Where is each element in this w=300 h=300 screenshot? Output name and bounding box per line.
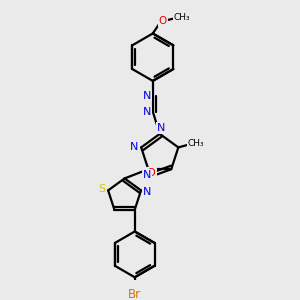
- Text: O: O: [158, 16, 167, 26]
- Text: O: O: [147, 167, 156, 178]
- Text: S: S: [98, 184, 106, 194]
- Text: N: N: [130, 142, 138, 152]
- Text: N: N: [143, 187, 151, 197]
- Text: N: N: [143, 170, 151, 180]
- Text: N: N: [157, 123, 165, 133]
- Text: Br: Br: [128, 288, 141, 300]
- Text: N: N: [142, 91, 151, 101]
- Text: N: N: [142, 106, 151, 117]
- Text: CH₃: CH₃: [174, 13, 190, 22]
- Text: CH₃: CH₃: [188, 139, 204, 148]
